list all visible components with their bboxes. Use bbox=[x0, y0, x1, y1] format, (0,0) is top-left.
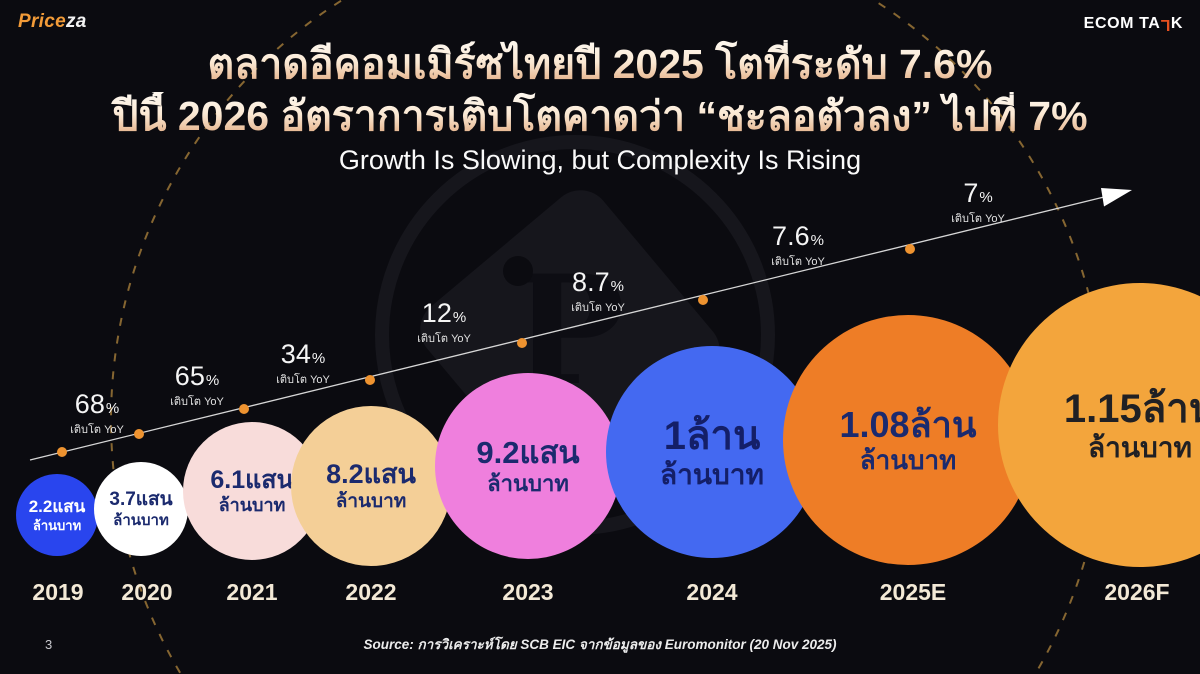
ecomtalk-logo: ECOM TALK bbox=[1084, 15, 1183, 33]
growth-label-2025: 7.6% เติบโต YoY bbox=[771, 223, 825, 270]
year-label-2025e: 2025E bbox=[879, 579, 947, 605]
bubble-value: 1.15ล้าน bbox=[1063, 386, 1200, 431]
trend-dot bbox=[517, 338, 527, 348]
bubble-unit: ล้านบาท bbox=[218, 495, 286, 516]
trend-dot bbox=[134, 429, 144, 439]
bubble-value: 2.2แสน bbox=[28, 496, 86, 516]
growth-label-2023: 12% เติบโต YoY bbox=[417, 300, 471, 347]
bubble-value: 6.1แสน bbox=[210, 465, 294, 494]
growth-label-2026: 7% เติบโต YoY bbox=[951, 180, 1005, 227]
year-label-2023: 2023 bbox=[502, 579, 554, 605]
year-label-2019: 2019 bbox=[32, 579, 84, 605]
bubble-unit: ล้านบาท bbox=[113, 511, 169, 529]
bubble-2019: 2.2แสน ล้านบาท bbox=[16, 474, 98, 556]
priceza-logo-za: za bbox=[65, 11, 87, 32]
growth-value: 7% bbox=[963, 178, 993, 208]
subtitle: Growth Is Slowing, but Complexity Is Ris… bbox=[338, 145, 862, 175]
bubble-unit: ล้านบาท bbox=[859, 444, 957, 475]
growth-caption: เติบโต YoY bbox=[170, 396, 224, 408]
ecomtalk-logo-k: K bbox=[1170, 15, 1183, 32]
ecomtalk-logo-l: L bbox=[1160, 16, 1171, 33]
bubble-value: 3.7แสน bbox=[109, 488, 173, 510]
growth-value: 68% bbox=[74, 389, 120, 419]
bubble-2025e: 1.08ล้าน ล้านบาท bbox=[783, 315, 1033, 565]
growth-label-2020: 68% เติบโต YoY bbox=[70, 391, 124, 438]
bubble-unit: ล้านบาท bbox=[660, 458, 764, 490]
bubble-unit: ล้านบาท bbox=[32, 517, 82, 533]
growth-caption: เติบโต YoY bbox=[276, 374, 330, 386]
title-line2: ปีนี้ 2026 อัตราการเติบโตคาดว่า “ชะลอตัว… bbox=[0, 92, 1200, 141]
bubble-2020: 3.7แสน ล้านบาท bbox=[94, 462, 188, 556]
priceza-logo: Priceza bbox=[18, 11, 87, 33]
title-line1: ตลาดอีคอมเมิร์ซไทยปี 2025 โตที่ระดับ 7.6… bbox=[0, 40, 1200, 89]
watermark-tag-hole-icon bbox=[503, 256, 533, 286]
year-label-2021: 2021 bbox=[226, 579, 278, 605]
trend-dot bbox=[57, 447, 67, 457]
trend-dot bbox=[365, 375, 375, 385]
growth-label-2022: 34% เติบโต YoY bbox=[276, 341, 330, 388]
trend-dot bbox=[698, 295, 708, 305]
growth-caption: เติบโต YoY bbox=[771, 256, 825, 268]
page-number: 3 bbox=[45, 637, 53, 652]
growth-caption: เติบโต YoY bbox=[417, 333, 471, 345]
bubble-2022: 8.2แสน ล้านบาท bbox=[291, 406, 451, 566]
bubble-value: 1.08ล้าน bbox=[839, 403, 977, 445]
bubble-unit: ล้านบาท bbox=[487, 471, 569, 497]
source-note: Source: การวิเคราะห์โดย SCB EIC จากข้อมู… bbox=[363, 637, 837, 652]
trend-arrowhead-icon bbox=[1101, 188, 1132, 207]
growth-caption: เติบโต YoY bbox=[571, 302, 625, 314]
trend-dot bbox=[905, 244, 915, 254]
growth-value: 34% bbox=[280, 339, 326, 369]
trend-dot bbox=[239, 404, 249, 414]
bubble-value: 9.2แสน bbox=[476, 434, 580, 470]
growth-value: 8.7% bbox=[572, 267, 624, 297]
year-label-2024: 2024 bbox=[686, 579, 738, 605]
growth-value: 12% bbox=[421, 298, 467, 328]
growth-caption: เติบโต YoY bbox=[70, 424, 124, 436]
bubble-2023: 9.2แสน ล้านบาท bbox=[435, 373, 621, 559]
bubble-unit: ล้านบาท bbox=[335, 490, 407, 512]
growth-label-2024: 8.7% เติบโต YoY bbox=[571, 269, 625, 316]
ecomtalk-logo-ecomta: ECOM TA bbox=[1083, 15, 1161, 32]
bubble-value: 1ล้าน bbox=[663, 413, 761, 458]
bubble-value: 8.2แสน bbox=[326, 459, 416, 490]
bubble-unit: ล้านบาท bbox=[1088, 431, 1192, 463]
bubble-2024: 1ล้าน ล้านบาท bbox=[606, 346, 818, 558]
priceza-logo-price: Price bbox=[18, 11, 66, 32]
growth-value: 7.6% bbox=[772, 221, 824, 251]
year-label-2020: 2020 bbox=[121, 579, 173, 605]
growth-value: 65% bbox=[174, 361, 220, 391]
trend-line bbox=[29, 196, 1105, 461]
year-label-2022: 2022 bbox=[345, 579, 397, 605]
growth-label-2021: 65% เติบโต YoY bbox=[170, 363, 224, 410]
year-label-2026f: 2026F bbox=[1104, 579, 1170, 605]
growth-caption: เติบโต YoY bbox=[951, 213, 1005, 225]
